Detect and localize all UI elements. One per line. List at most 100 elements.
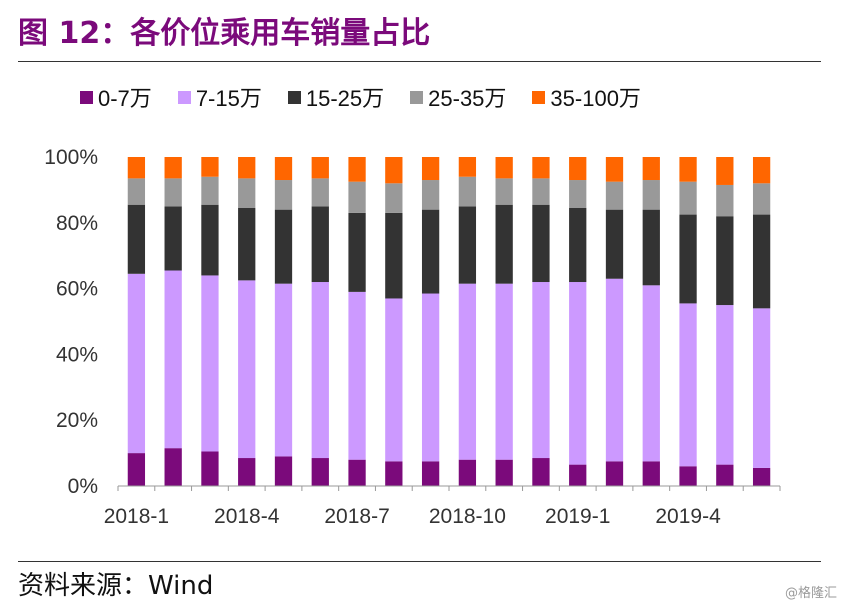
bar-segment-5 <box>495 157 513 179</box>
chart-title: 图 12：各价位乘用车销量占比 <box>18 16 431 51</box>
legend-label-7-15: 7-15万 <box>195 86 262 111</box>
bar-segment-5 <box>348 157 366 182</box>
bar-segment-1 <box>311 458 329 486</box>
bar-segment-3 <box>532 204 550 283</box>
x-tick-label: 2018-1 <box>104 505 169 528</box>
bar-segment-3 <box>495 204 513 284</box>
bar-segment-1 <box>716 464 734 486</box>
bar-segment-3 <box>716 216 734 306</box>
legend-item-7-15: 7-15万 <box>177 81 262 113</box>
y-tick-label: 100% <box>44 146 98 169</box>
bar-segment-4 <box>458 176 477 207</box>
bar-segment-3 <box>127 204 146 274</box>
bar-segment-5 <box>569 157 587 181</box>
bar-segment-4 <box>642 180 660 210</box>
bar-segment-3 <box>348 212 366 292</box>
y-tick-label: 60% <box>56 278 98 301</box>
bar-segment-4 <box>752 183 771 215</box>
legend-swatch-35-100 <box>532 90 546 104</box>
bar-segment-2 <box>274 283 293 457</box>
bar-segment-5 <box>752 157 771 184</box>
bar-segment-2 <box>642 285 660 462</box>
bar-segment-2 <box>385 298 403 462</box>
bar-segment-2 <box>238 280 256 459</box>
watermark: @格隆汇 <box>784 586 837 601</box>
bottom-divider <box>18 561 821 562</box>
bar-segment-2 <box>569 282 587 465</box>
bar-segment-5 <box>421 157 440 181</box>
source-note: 资料来源：Wind <box>18 571 214 601</box>
bar-segment-3 <box>605 209 624 279</box>
bar-segment-1 <box>569 464 587 486</box>
bar-segment-5 <box>458 157 477 177</box>
bar-segment-4 <box>238 178 256 208</box>
bar-segment-5 <box>605 157 624 182</box>
bar-segment-5 <box>201 157 219 177</box>
bar-segment-4 <box>569 180 587 208</box>
legend-label-0-7: 0-7万 <box>98 86 152 111</box>
bar-segment-5 <box>679 157 697 182</box>
bar-segment-3 <box>458 206 477 284</box>
legend-label-15-25: 15-25万 <box>305 86 385 111</box>
legend-swatch-15-25 <box>287 90 301 104</box>
legend: 0-7万 7-15万 15-25万 25-35万 35-100万 <box>80 81 667 113</box>
legend-label-35-100: 35-100万 <box>550 86 641 111</box>
bar-segment-4 <box>421 180 440 210</box>
bar-segment-1 <box>274 456 293 486</box>
bar-segment-5 <box>164 157 182 179</box>
bar-segment-2 <box>127 273 146 454</box>
bar-segment-3 <box>311 206 329 283</box>
x-tick-label: 2018-7 <box>324 505 389 528</box>
bar-segment-4 <box>716 184 734 217</box>
bar-segment-2 <box>201 275 219 452</box>
bar-segment-2 <box>752 308 771 468</box>
bar-segment-2 <box>311 282 329 459</box>
bar-segment-1 <box>752 467 771 486</box>
bar-segment-2 <box>532 282 550 459</box>
bar-segment-1 <box>164 448 182 486</box>
bar-segment-4 <box>385 183 403 213</box>
legend-swatch-0-7 <box>80 90 93 104</box>
bar-segment-3 <box>385 212 403 299</box>
bar-segment-3 <box>201 204 219 276</box>
x-tick-label: 2019-4 <box>655 505 721 528</box>
bar-segment-1 <box>421 461 440 486</box>
bar-segment-4 <box>311 178 329 207</box>
bar-segment-5 <box>274 157 293 181</box>
bar-segment-1 <box>348 459 366 486</box>
bar-segment-2 <box>716 305 734 465</box>
bar-segment-3 <box>642 209 660 286</box>
bar-segment-1 <box>238 458 256 486</box>
bar-segment-1 <box>385 461 403 486</box>
bar-segment-1 <box>642 461 660 486</box>
bar-segment-1 <box>532 458 550 486</box>
bar-segment-1 <box>127 453 146 486</box>
bar-segment-2 <box>679 303 697 467</box>
bar-segment-4 <box>679 181 697 215</box>
bar-segment-2 <box>495 283 513 460</box>
y-tick-label: 80% <box>56 212 98 235</box>
bar-segment-1 <box>495 459 513 486</box>
y-tick-label: 20% <box>56 409 98 432</box>
bar-segment-4 <box>532 178 550 205</box>
legend-item-0-7: 0-7万 <box>80 81 152 113</box>
bar-segment-5 <box>716 157 734 185</box>
bar-segment-2 <box>458 283 477 460</box>
bar-segment-5 <box>238 157 256 179</box>
x-tick-label: 2018-10 <box>429 505 506 528</box>
bar-segment-1 <box>201 451 219 486</box>
x-tick-label: 2018-4 <box>214 505 280 528</box>
bar-segment-4 <box>495 178 513 205</box>
legend-item-25-35: 25-35万 <box>410 81 506 113</box>
bar-segment-4 <box>605 181 624 210</box>
bar-segment-1 <box>605 461 624 486</box>
bar-segment-4 <box>348 181 366 213</box>
bar-segment-2 <box>605 278 624 462</box>
bar-segment-5 <box>532 157 550 179</box>
bar-segment-5 <box>385 157 403 184</box>
bar-segment-4 <box>164 178 182 207</box>
bar-segment-5 <box>642 157 660 181</box>
bar-segment-3 <box>752 214 771 309</box>
legend-label-25-35: 25-35万 <box>428 86 507 111</box>
